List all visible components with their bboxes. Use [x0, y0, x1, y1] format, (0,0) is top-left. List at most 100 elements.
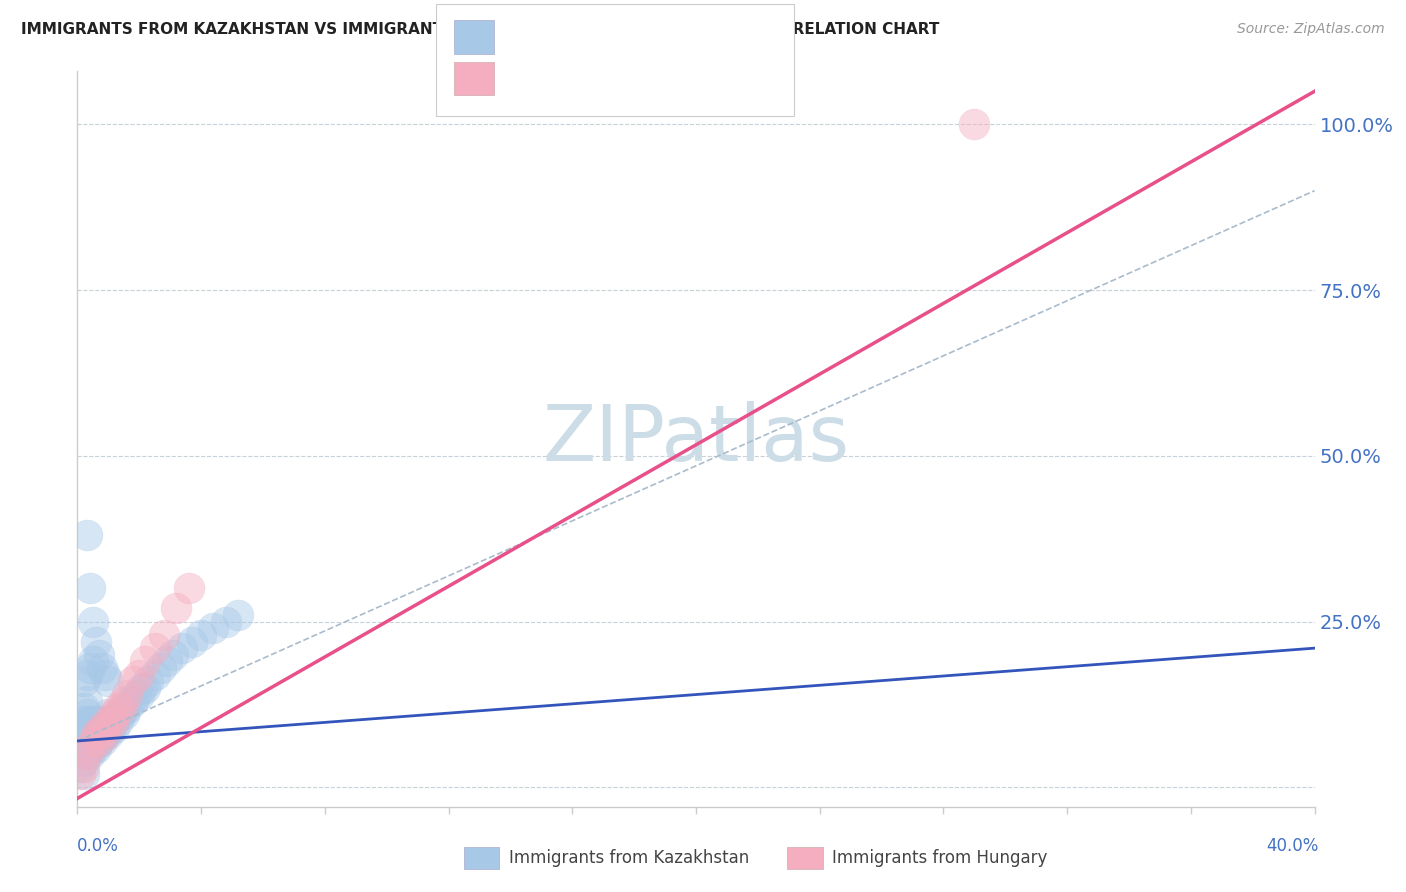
Text: Immigrants from Hungary: Immigrants from Hungary: [832, 849, 1047, 867]
Point: [122, 674, 145, 689]
Text: N = 27: N = 27: [634, 58, 707, 77]
Point: [190, 628, 212, 642]
Point: [100, 714, 122, 728]
Point: [76, 747, 98, 762]
Point: [97, 727, 120, 741]
Point: [963, 117, 986, 131]
Point: [79, 582, 101, 596]
Point: [72, 721, 94, 735]
Point: [107, 707, 129, 722]
Point: [131, 681, 153, 695]
Point: [72, 734, 94, 748]
Point: [115, 688, 138, 702]
Point: [156, 654, 179, 668]
Point: [112, 707, 135, 722]
Point: [79, 734, 101, 748]
Point: [87, 648, 110, 662]
Point: [97, 714, 120, 728]
Point: [128, 667, 150, 681]
Text: IMMIGRANTS FROM KAZAKHSTAN VS IMMIGRANTS FROM HUNGARY MALE DISABILITY CORRELATIO: IMMIGRANTS FROM KAZAKHSTAN VS IMMIGRANTS…: [21, 22, 939, 37]
Point: [125, 688, 148, 702]
Text: R = 0.908    N = 27: R = 0.908 N = 27: [505, 58, 696, 77]
Point: [94, 721, 117, 735]
Point: [72, 754, 94, 768]
Point: [76, 707, 98, 722]
Point: [202, 621, 225, 635]
Point: [87, 721, 110, 735]
Point: [91, 734, 114, 748]
Point: [110, 707, 132, 722]
Point: [215, 615, 238, 629]
Point: [91, 727, 114, 741]
Point: [87, 734, 110, 748]
Point: [72, 714, 94, 728]
Point: [162, 648, 184, 662]
Point: [103, 707, 125, 722]
Point: [76, 528, 98, 542]
Point: [82, 714, 104, 728]
Point: [87, 727, 110, 741]
Point: [79, 747, 101, 762]
Point: [82, 721, 104, 735]
Point: [72, 701, 94, 715]
Point: [79, 661, 101, 675]
Point: [82, 734, 104, 748]
Point: [72, 727, 94, 741]
Point: [165, 601, 187, 615]
Point: [91, 721, 114, 735]
Point: [79, 740, 101, 755]
Point: [134, 654, 156, 668]
Point: [180, 634, 202, 648]
Point: [72, 674, 94, 689]
Point: [72, 760, 94, 774]
Point: [115, 701, 138, 715]
Point: [84, 734, 107, 748]
Point: [112, 694, 135, 708]
Point: [97, 674, 120, 689]
Point: [94, 667, 117, 681]
Point: [82, 740, 104, 755]
Point: [69, 740, 91, 755]
Point: [69, 767, 91, 781]
Point: [72, 767, 94, 781]
Point: [94, 727, 117, 741]
Point: [79, 714, 101, 728]
Point: [79, 727, 101, 741]
Point: [84, 727, 107, 741]
Point: [69, 721, 91, 735]
Point: [76, 734, 98, 748]
Text: ZIPatlas: ZIPatlas: [543, 401, 849, 477]
Point: [143, 641, 166, 656]
Point: [87, 727, 110, 741]
Point: [87, 714, 110, 728]
Point: [87, 734, 110, 748]
Point: [103, 714, 125, 728]
Text: Source: ZipAtlas.com: Source: ZipAtlas.com: [1237, 22, 1385, 37]
Point: [134, 681, 156, 695]
Point: [82, 734, 104, 748]
Point: [76, 694, 98, 708]
Point: [72, 740, 94, 755]
Point: [226, 607, 249, 622]
Point: [76, 747, 98, 762]
Point: [112, 701, 135, 715]
Point: [138, 674, 160, 689]
Point: [69, 727, 91, 741]
Point: [84, 740, 107, 755]
Text: 0.0%: 0.0%: [77, 837, 120, 855]
Point: [177, 582, 200, 596]
Point: [82, 727, 104, 741]
Text: N = 90: N = 90: [634, 15, 707, 34]
Point: [84, 634, 107, 648]
Point: [69, 747, 91, 762]
Point: [84, 721, 107, 735]
Point: [69, 734, 91, 748]
Text: Immigrants from Kazakhstan: Immigrants from Kazakhstan: [509, 849, 749, 867]
Point: [153, 628, 176, 642]
Point: [100, 721, 122, 735]
Point: [172, 641, 194, 656]
Point: [94, 721, 117, 735]
Point: [122, 694, 145, 708]
Point: [149, 661, 172, 675]
Point: [143, 667, 166, 681]
